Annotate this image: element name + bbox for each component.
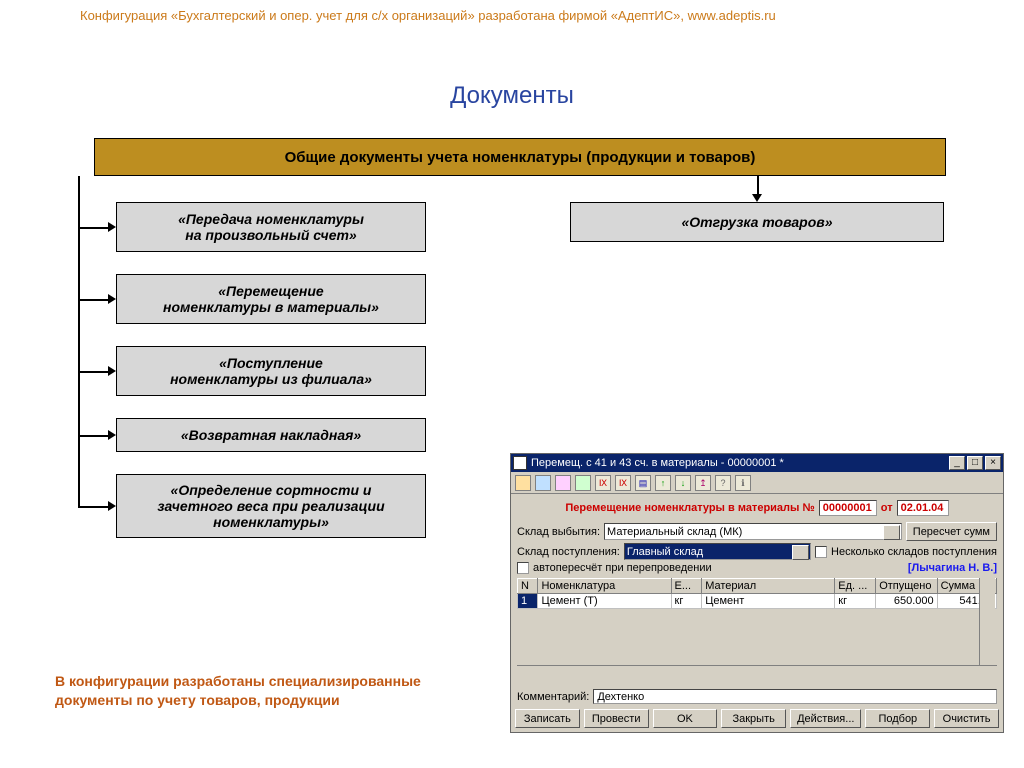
window-title: Перемещ. с 41 и 43 сч. в материалы - 000… (531, 457, 784, 469)
label-autorecalc: автопересчёт при перепроведении (533, 562, 712, 574)
from-warehouse-select[interactable]: Материальный склад (МК) (604, 523, 902, 540)
form-header: Перемещение номенклатуры в материалы № 0… (517, 500, 997, 516)
toolbar-icon[interactable]: Ⅸ (595, 475, 611, 491)
node-shipment: «Отгрузка товаров» (570, 202, 944, 242)
table-cell[interactable]: Цемент (Т) (538, 594, 671, 609)
form-button[interactable]: Закрыть (721, 709, 786, 728)
label-from-warehouse: Склад выбытия: (517, 526, 600, 538)
label-multi-warehouse: Несколько складов поступления (831, 546, 997, 558)
window-icon (513, 456, 527, 470)
toolbar-icon[interactable]: ℹ (735, 475, 751, 491)
flow-node: «Возвратная накладная» (116, 418, 426, 452)
toolbar-icon[interactable]: ? (715, 475, 731, 491)
main-header-bar: Общие документы учета номенклатуры (прод… (94, 138, 946, 176)
user-link[interactable]: [Лычагина Н. В.] (908, 562, 997, 574)
toolbar-icon[interactable] (555, 475, 571, 491)
table-header[interactable]: Е... (671, 579, 702, 594)
multi-warehouse-checkbox[interactable] (815, 546, 827, 558)
page-title: Документы (0, 82, 1024, 110)
form-button[interactable]: Действия... (790, 709, 861, 728)
doc-date-field[interactable]: 02.01.04 (897, 500, 949, 516)
table-header[interactable]: Ед. ... (835, 579, 876, 594)
close-button[interactable]: × (985, 456, 1001, 470)
autorecalc-checkbox[interactable] (517, 562, 529, 574)
recalc-button[interactable]: Пересчет сумм (906, 522, 997, 541)
label-to-warehouse: Склад поступления: (517, 546, 620, 558)
table-scrollbar[interactable] (979, 578, 995, 665)
toolbar-icon[interactable]: ↑ (655, 475, 671, 491)
doc-number-field[interactable]: 00000001 (819, 500, 877, 516)
table-header[interactable]: Номенклатура (538, 579, 671, 594)
comment-field[interactable]: Дехтенко (593, 689, 997, 704)
label-comment: Комментарий: (517, 691, 589, 703)
toolbar-icon[interactable] (535, 475, 551, 491)
form-button[interactable]: Очистить (934, 709, 999, 728)
items-table: NНоменклатураЕ...МатериалЕд. ...Отпущено… (517, 578, 997, 609)
header-note: Конфигурация «Бухгалтерский и опер. учет… (80, 8, 1004, 23)
table-cell[interactable]: 650.000 (876, 594, 937, 609)
window-toolbar: Ⅸ Ⅸ ▤ ↑ ↓ ↥ ? ℹ (511, 472, 1003, 494)
to-warehouse-select[interactable]: Главный склад (624, 543, 811, 560)
app-window: Перемещ. с 41 и 43 сч. в материалы - 000… (510, 453, 1004, 733)
form-button[interactable]: Провести (584, 709, 649, 728)
toolbar-icon[interactable]: ↥ (695, 475, 711, 491)
toolbar-icon[interactable] (515, 475, 531, 491)
maximize-button[interactable]: □ (967, 456, 983, 470)
flow-node: «Перемещениеноменклатуры в материалы» (116, 274, 426, 324)
table-cell[interactable]: кг (671, 594, 702, 609)
flow-node: «Определение сортности изачетного веса п… (116, 474, 426, 538)
flow-node: «Поступлениеноменклатуры из филиала» (116, 346, 426, 396)
table-cell[interactable]: Цемент (702, 594, 835, 609)
toolbar-icon[interactable]: ▤ (635, 475, 651, 491)
minimize-button[interactable]: _ (949, 456, 965, 470)
toolbar-icon[interactable]: Ⅸ (615, 475, 631, 491)
form-button[interactable]: Записать (515, 709, 580, 728)
table-cell[interactable]: 1 (518, 594, 538, 609)
form-button[interactable]: OK (653, 709, 718, 728)
toolbar-icon[interactable]: ↓ (675, 475, 691, 491)
form-button[interactable]: Подбор (865, 709, 930, 728)
table-header[interactable]: N (518, 579, 538, 594)
table-header[interactable]: Материал (702, 579, 835, 594)
toolbar-icon[interactable] (575, 475, 591, 491)
table-header[interactable]: Отпущено (876, 579, 937, 594)
flow-node: «Передача номенклатурына произвольный сч… (116, 202, 426, 252)
window-titlebar[interactable]: Перемещ. с 41 и 43 сч. в материалы - 000… (511, 454, 1003, 472)
table-cell[interactable]: кг (835, 594, 876, 609)
bottom-summary: В конфигурации разработаны специализиров… (55, 672, 455, 710)
